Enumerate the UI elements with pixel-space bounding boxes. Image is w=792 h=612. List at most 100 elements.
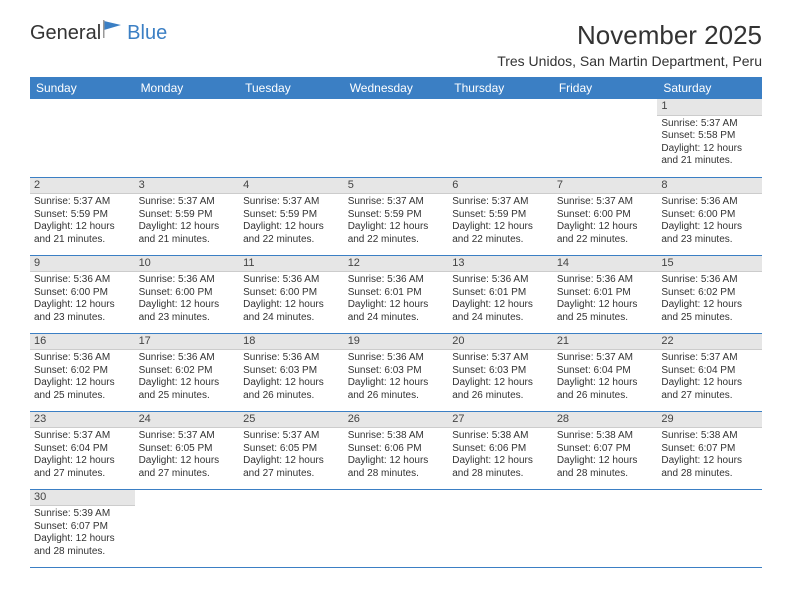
sunset-text: Sunset: 6:01 PM (348, 287, 445, 300)
day-cell: 29Sunrise: 5:38 AMSunset: 6:07 PMDayligh… (657, 411, 762, 489)
day-cell: 19Sunrise: 5:36 AMSunset: 6:03 PMDayligh… (344, 333, 449, 411)
day-cell: 16Sunrise: 5:36 AMSunset: 6:02 PMDayligh… (30, 333, 135, 411)
sunset-text: Sunset: 5:59 PM (348, 209, 445, 222)
header: General Blue November 2025 Tres Unidos, … (30, 20, 762, 69)
sunset-text: Sunset: 6:07 PM (557, 443, 654, 456)
day-number: 30 (30, 490, 135, 507)
day-cell: 23Sunrise: 5:37 AMSunset: 6:04 PMDayligh… (30, 411, 135, 489)
daylight-text: Daylight: 12 hours and 23 minutes. (139, 299, 236, 324)
day-cell: 9Sunrise: 5:36 AMSunset: 6:00 PMDaylight… (30, 255, 135, 333)
week-row: 30Sunrise: 5:39 AMSunset: 6:07 PMDayligh… (30, 489, 762, 567)
weekday-header-row: Sunday Monday Tuesday Wednesday Thursday… (30, 77, 762, 99)
day-cell (448, 489, 553, 567)
daylight-text: Daylight: 12 hours and 24 minutes. (243, 299, 340, 324)
sunset-text: Sunset: 6:02 PM (661, 287, 758, 300)
weekday-header: Tuesday (239, 77, 344, 99)
day-cell: 18Sunrise: 5:36 AMSunset: 6:03 PMDayligh… (239, 333, 344, 411)
daylight-text: Daylight: 12 hours and 25 minutes. (557, 299, 654, 324)
sunset-text: Sunset: 5:59 PM (34, 209, 131, 222)
daylight-text: Daylight: 12 hours and 22 minutes. (557, 221, 654, 246)
day-cell: 2Sunrise: 5:37 AMSunset: 5:59 PMDaylight… (30, 177, 135, 255)
sunset-text: Sunset: 5:59 PM (452, 209, 549, 222)
day-cell: 26Sunrise: 5:38 AMSunset: 6:06 PMDayligh… (344, 411, 449, 489)
day-number: 16 (30, 334, 135, 351)
day-number: 12 (344, 256, 449, 273)
sunset-text: Sunset: 6:07 PM (661, 443, 758, 456)
daylight-text: Daylight: 12 hours and 28 minutes. (661, 455, 758, 480)
daylight-text: Daylight: 12 hours and 26 minutes. (348, 377, 445, 402)
day-cell (135, 99, 240, 177)
day-cell: 28Sunrise: 5:38 AMSunset: 6:07 PMDayligh… (553, 411, 658, 489)
daylight-text: Daylight: 12 hours and 22 minutes. (348, 221, 445, 246)
day-cell: 6Sunrise: 5:37 AMSunset: 5:59 PMDaylight… (448, 177, 553, 255)
weekday-header: Saturday (657, 77, 762, 99)
day-cell: 20Sunrise: 5:37 AMSunset: 6:03 PMDayligh… (448, 333, 553, 411)
day-number: 28 (553, 412, 658, 429)
day-number: 29 (657, 412, 762, 429)
day-cell (30, 99, 135, 177)
sunrise-text: Sunrise: 5:36 AM (661, 274, 758, 287)
day-number: 11 (239, 256, 344, 273)
day-cell: 11Sunrise: 5:36 AMSunset: 6:00 PMDayligh… (239, 255, 344, 333)
daylight-text: Daylight: 12 hours and 27 minutes. (661, 377, 758, 402)
sunrise-text: Sunrise: 5:36 AM (34, 274, 131, 287)
day-number: 19 (344, 334, 449, 351)
flag-icon (103, 20, 125, 38)
day-cell (344, 99, 449, 177)
sunrise-text: Sunrise: 5:37 AM (348, 196, 445, 209)
day-number: 26 (344, 412, 449, 429)
day-number: 17 (135, 334, 240, 351)
day-cell (344, 489, 449, 567)
sunrise-text: Sunrise: 5:36 AM (139, 274, 236, 287)
day-cell (553, 99, 658, 177)
sunrise-text: Sunrise: 5:36 AM (243, 352, 340, 365)
day-number: 8 (657, 178, 762, 195)
day-cell: 4Sunrise: 5:37 AMSunset: 5:59 PMDaylight… (239, 177, 344, 255)
day-cell: 27Sunrise: 5:38 AMSunset: 6:06 PMDayligh… (448, 411, 553, 489)
day-cell: 1Sunrise: 5:37 AMSunset: 5:58 PMDaylight… (657, 99, 762, 177)
sunset-text: Sunset: 6:07 PM (34, 521, 131, 534)
sunset-text: Sunset: 6:02 PM (34, 365, 131, 378)
daylight-text: Daylight: 12 hours and 21 minutes. (34, 221, 131, 246)
day-cell: 17Sunrise: 5:36 AMSunset: 6:02 PMDayligh… (135, 333, 240, 411)
sunset-text: Sunset: 6:06 PM (348, 443, 445, 456)
sunset-text: Sunset: 6:03 PM (452, 365, 549, 378)
sunrise-text: Sunrise: 5:37 AM (557, 196, 654, 209)
daylight-text: Daylight: 12 hours and 26 minutes. (452, 377, 549, 402)
location: Tres Unidos, San Martin Department, Peru (497, 53, 762, 69)
day-cell (553, 489, 658, 567)
day-number: 15 (657, 256, 762, 273)
sunset-text: Sunset: 6:02 PM (139, 365, 236, 378)
day-number: 2 (30, 178, 135, 195)
sunrise-text: Sunrise: 5:37 AM (243, 196, 340, 209)
week-row: 9Sunrise: 5:36 AMSunset: 6:00 PMDaylight… (30, 255, 762, 333)
sunset-text: Sunset: 5:58 PM (661, 130, 758, 143)
day-cell: 21Sunrise: 5:37 AMSunset: 6:04 PMDayligh… (553, 333, 658, 411)
day-cell (239, 489, 344, 567)
day-number: 1 (657, 99, 762, 116)
day-number: 7 (553, 178, 658, 195)
sunset-text: Sunset: 6:05 PM (139, 443, 236, 456)
day-cell: 12Sunrise: 5:36 AMSunset: 6:01 PMDayligh… (344, 255, 449, 333)
sunrise-text: Sunrise: 5:38 AM (452, 430, 549, 443)
day-number: 20 (448, 334, 553, 351)
daylight-text: Daylight: 12 hours and 22 minutes. (452, 221, 549, 246)
day-cell: 25Sunrise: 5:37 AMSunset: 6:05 PMDayligh… (239, 411, 344, 489)
logo: General Blue (30, 20, 167, 46)
calendar-body: 1 Sunrise: 5:37 AM Sunset: 5:58 PM Daylight… (30, 99, 762, 567)
weekday-header: Wednesday (344, 77, 449, 99)
daylight-text: Daylight: 12 hours and 24 minutes. (348, 299, 445, 324)
sunset-text: Sunset: 6:01 PM (557, 287, 654, 300)
daylight-text: Daylight: 12 hours and 28 minutes. (452, 455, 549, 480)
week-row: 23Sunrise: 5:37 AMSunset: 6:04 PMDayligh… (30, 411, 762, 489)
sunset-text: Sunset: 6:05 PM (243, 443, 340, 456)
day-number: 5 (344, 178, 449, 195)
sunrise-text: Sunrise: 5:38 AM (557, 430, 654, 443)
title-block: November 2025 Tres Unidos, San Martin De… (497, 20, 762, 69)
day-number: 13 (448, 256, 553, 273)
sunset-text: Sunset: 6:04 PM (661, 365, 758, 378)
sunrise-text: Sunrise: 5:37 AM (452, 196, 549, 209)
day-number: 23 (30, 412, 135, 429)
day-cell: 5Sunrise: 5:37 AMSunset: 5:59 PMDaylight… (344, 177, 449, 255)
sunset-text: Sunset: 6:04 PM (34, 443, 131, 456)
